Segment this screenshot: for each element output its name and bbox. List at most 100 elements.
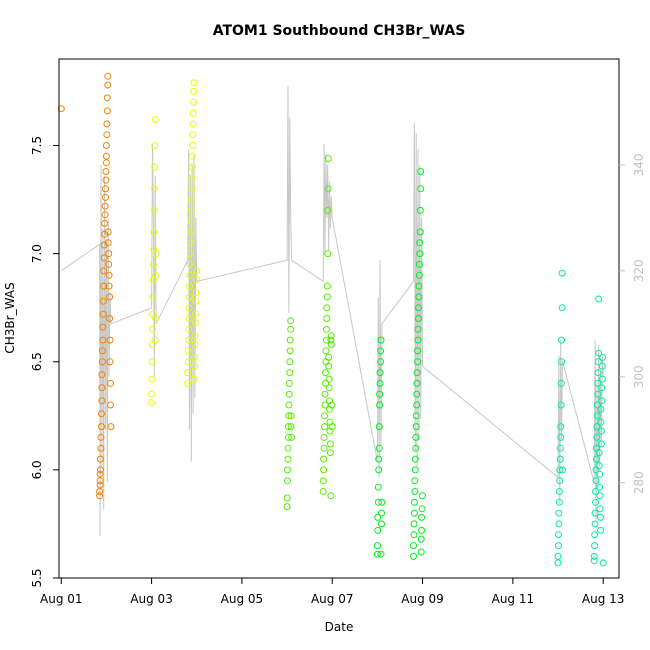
data-point-series-1 [149, 293, 157, 301]
data-point-series-0 [103, 107, 111, 115]
data-point-series-2 [323, 304, 331, 312]
data-point-series-2 [326, 440, 334, 448]
data-point-series-1 [184, 358, 192, 366]
data-point-series-4 [595, 449, 603, 457]
data-point-series-4 [598, 397, 606, 405]
data-point-series-4 [592, 477, 600, 485]
data-point-series-3 [375, 455, 383, 463]
data-point-series-1 [185, 336, 193, 344]
data-point-series-2 [285, 412, 293, 420]
data-point-series-2 [321, 401, 329, 409]
data-point-series-1 [190, 375, 198, 383]
data-point-series-4 [556, 477, 564, 485]
data-point-series-4 [592, 498, 599, 506]
y2-tick-label: 280 [632, 471, 646, 494]
data-point-series-4 [555, 520, 563, 528]
data-point-series-2 [321, 423, 328, 431]
data-point-series-2 [323, 293, 331, 301]
data-point-series-0 [98, 384, 106, 392]
data-point-series-2 [325, 384, 333, 392]
data-point-series-1 [186, 260, 194, 268]
data-point-series-1 [191, 332, 199, 340]
data-point-series-3 [412, 444, 420, 452]
data-point-series-1 [149, 260, 157, 268]
data-point-series-2 [328, 401, 336, 409]
data-point-series-1 [189, 109, 197, 117]
x-tick-label: Aug 13 [582, 592, 625, 606]
data-point-series-4 [597, 418, 605, 426]
data-point-series-4 [597, 513, 604, 521]
data-point-series-3 [417, 168, 425, 175]
data-point-series-0 [99, 336, 107, 344]
data-point-series-3 [415, 282, 423, 290]
data-point-series-0 [101, 230, 109, 238]
data-point-series-1 [152, 271, 160, 279]
data-point-series-1 [190, 79, 198, 87]
data-point-series-0 [102, 193, 109, 201]
data-point-series-2 [326, 427, 334, 435]
data-point-series-4 [593, 433, 601, 441]
data-point-series-3 [418, 505, 426, 513]
data-point-series-2 [287, 412, 295, 420]
data-point-series-3 [374, 526, 382, 534]
data-point-series-1 [151, 142, 159, 149]
data-point-series-4 [590, 557, 598, 565]
data-point-series-0 [100, 282, 108, 290]
data-point-series-0 [97, 466, 104, 474]
data-point-series-4 [594, 379, 602, 387]
data-point-series-3 [417, 535, 425, 543]
data-point-series-3 [378, 520, 385, 528]
data-point-series-2 [322, 325, 330, 333]
y-axis-right: 280 300 320 340 [619, 153, 646, 494]
data-point-series-2 [326, 449, 334, 457]
data-point-series-1 [184, 369, 192, 377]
data-point-series-3 [412, 423, 420, 431]
data-point-series-3 [411, 477, 419, 485]
data-point-series-4 [596, 505, 604, 513]
data-point-series-3 [413, 390, 421, 398]
data-point-series-2 [283, 503, 291, 511]
data-point-series-4 [558, 358, 566, 366]
data-point-series-2 [324, 206, 332, 214]
data-point-series-3 [417, 548, 425, 556]
data-point-series-4 [595, 462, 603, 470]
data-point-series-1 [188, 152, 196, 160]
data-point-series-2 [286, 358, 294, 366]
data-point-series-3 [377, 358, 384, 366]
data-point-series-1 [150, 228, 158, 236]
data-point-series-3 [415, 315, 422, 322]
data-point-series-1 [190, 87, 198, 95]
data-point-series-2 [327, 336, 335, 344]
y-tick-label: 5.5 [30, 568, 44, 587]
data-point-series-0 [101, 219, 109, 227]
y-tick-label: 6.0 [30, 460, 44, 479]
data-point-series-3 [410, 520, 418, 528]
data-point-series-4 [557, 401, 565, 409]
data-point-series-0 [107, 401, 114, 409]
data-point-series-1 [191, 353, 198, 361]
data-point-series-1 [152, 250, 160, 258]
data-point-series-1 [186, 293, 193, 301]
data-point-series-4 [555, 531, 562, 539]
data-point-series-2 [327, 341, 335, 348]
x-tick-label: Aug 07 [311, 592, 354, 606]
data-point-series-1 [186, 282, 193, 290]
data-point-series-4 [594, 358, 602, 366]
data-point-series-0 [106, 358, 114, 366]
data-point-series-2 [284, 423, 292, 431]
data-point-series-3 [411, 455, 419, 463]
data-point-series-1 [186, 239, 194, 247]
data-point-series-4 [597, 526, 604, 534]
data-point-series-4 [556, 444, 564, 452]
data-point-series-2 [319, 488, 327, 495]
data-point-series-1 [149, 276, 157, 284]
y2-tick-label: 320 [632, 259, 646, 282]
data-point-series-2 [325, 353, 333, 361]
data-point-series-0 [97, 444, 105, 452]
data-point-series-3 [410, 498, 418, 506]
x-axis: Aug 01 Aug 03 Aug 05 Aug 07 Aug 09 Aug 11 Aug … [40, 578, 624, 606]
data-point-series-1 [191, 341, 199, 348]
data-point-series-0 [103, 120, 111, 128]
data-point-series-1 [151, 116, 159, 124]
